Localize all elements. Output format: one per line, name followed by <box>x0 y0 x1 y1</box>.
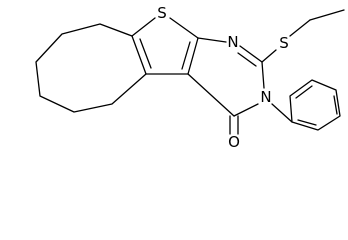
double-bond <box>181 41 191 70</box>
bond <box>187 73 235 117</box>
double-bond <box>333 95 338 115</box>
bond <box>187 37 199 75</box>
atom-label: N <box>227 33 238 51</box>
bond <box>309 9 345 21</box>
atom-label: O <box>228 133 240 150</box>
atom-label: N <box>260 88 271 106</box>
bonds <box>35 9 345 135</box>
bond <box>239 45 263 63</box>
double-bond <box>297 119 317 126</box>
bond <box>197 37 227 43</box>
double-bond <box>295 85 313 99</box>
atom-label: S <box>157 4 167 22</box>
benzene-ring <box>289 79 341 131</box>
bond <box>131 35 147 75</box>
bond <box>169 17 199 39</box>
double-bond <box>237 52 257 67</box>
bond <box>233 103 259 117</box>
bond <box>271 103 293 123</box>
molecule-diagram: S N S N O <box>35 4 345 150</box>
bond <box>261 49 277 63</box>
atom-label: S <box>279 34 289 52</box>
bond <box>289 19 311 37</box>
cycloheptane-ring <box>35 23 147 113</box>
atom-labels: S N S N O <box>157 4 289 150</box>
bond <box>131 17 156 37</box>
bond <box>261 61 265 89</box>
double-bond <box>139 38 152 69</box>
